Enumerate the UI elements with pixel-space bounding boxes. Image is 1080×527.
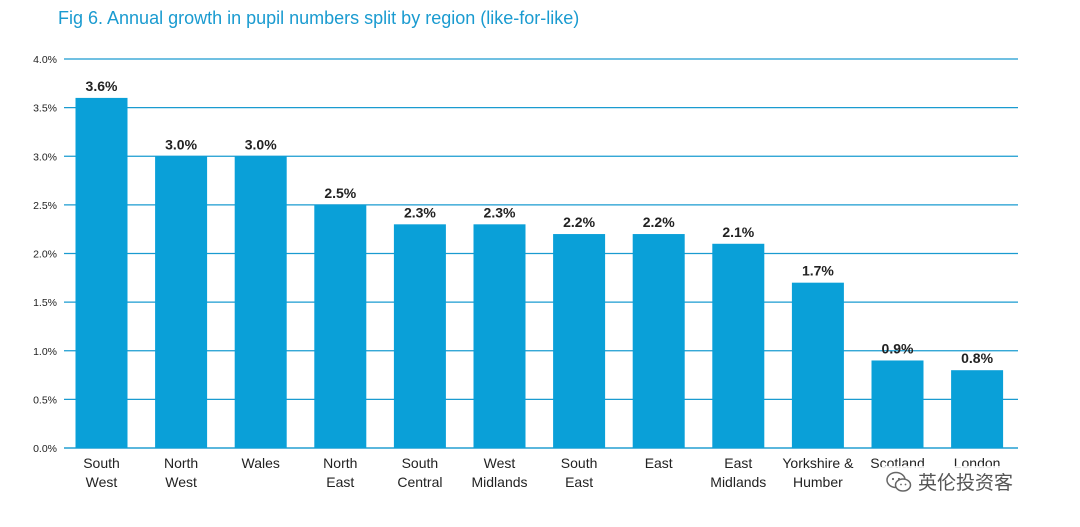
x-tick-label: Yorkshire & Humber bbox=[782, 455, 854, 490]
data-label: 1.7% bbox=[802, 263, 834, 279]
wechat-icon bbox=[886, 471, 912, 492]
bar bbox=[791, 282, 844, 448]
bar bbox=[632, 234, 685, 448]
bar bbox=[75, 97, 128, 449]
y-tick-label: 2.5% bbox=[33, 200, 57, 212]
x-tick-label: North East bbox=[323, 455, 357, 490]
bar bbox=[951, 370, 1004, 448]
x-tick-label: South West bbox=[83, 455, 120, 490]
x-tick-label: West Midlands bbox=[471, 455, 527, 490]
data-label: 0.9% bbox=[882, 340, 914, 356]
x-tick-label: East Midlands bbox=[710, 455, 766, 490]
chart-title: Fig 6. Annual growth in pupil numbers sp… bbox=[58, 8, 580, 28]
data-label: 3.0% bbox=[165, 136, 197, 152]
data-label: 0.8% bbox=[961, 350, 993, 366]
y-tick-label: 3.0% bbox=[33, 151, 57, 163]
data-label: 2.3% bbox=[484, 204, 516, 220]
data-label: 3.6% bbox=[86, 78, 118, 94]
y-axis-ticks: 0.0% 0.5% 1.0% 1.5% 2.0% 2.5% 3.0% 3.5% 4.0% bbox=[33, 54, 57, 455]
bar bbox=[234, 156, 287, 448]
y-tick-label: 1.5% bbox=[33, 297, 57, 309]
value-labels: 3.6% 3.0% 3.0% 2.5% 2.3% 2.3% 2.2% 2.2% 2.1% 1.7%… bbox=[86, 78, 994, 366]
watermark-text: 英伦投资客 bbox=[918, 472, 1014, 494]
bar bbox=[712, 243, 765, 448]
y-tick-label: 3.5% bbox=[33, 103, 57, 115]
x-tick-label: North West bbox=[164, 455, 198, 490]
bars bbox=[75, 97, 1004, 449]
bar bbox=[393, 224, 446, 448]
bar bbox=[314, 204, 367, 448]
bar bbox=[473, 224, 526, 448]
x-axis-labels: South West North West Wales North East South Cen… bbox=[83, 455, 1000, 490]
y-tick-label: 4.0% bbox=[33, 54, 57, 66]
x-tick-label: South East bbox=[561, 455, 598, 490]
bar bbox=[871, 360, 924, 448]
bar bbox=[553, 234, 606, 448]
x-tick-label: East bbox=[645, 455, 673, 471]
y-tick-label: 0.0% bbox=[33, 443, 57, 455]
y-tick-label: 0.5% bbox=[33, 394, 57, 406]
data-label: 3.0% bbox=[245, 136, 277, 152]
watermark: 英伦投资客 bbox=[880, 466, 1020, 497]
data-label: 2.2% bbox=[643, 214, 675, 230]
y-tick-label: 2.0% bbox=[33, 249, 57, 261]
y-tick-label: 1.0% bbox=[33, 346, 57, 358]
grid-lines bbox=[64, 58, 1018, 449]
bar bbox=[155, 156, 208, 448]
x-tick-label: South Central bbox=[397, 455, 442, 490]
data-label: 2.5% bbox=[324, 185, 356, 201]
data-label: 2.2% bbox=[563, 214, 595, 230]
data-label: 2.3% bbox=[404, 204, 436, 220]
data-label: 2.1% bbox=[722, 224, 754, 240]
x-tick-label: Wales bbox=[242, 455, 280, 471]
